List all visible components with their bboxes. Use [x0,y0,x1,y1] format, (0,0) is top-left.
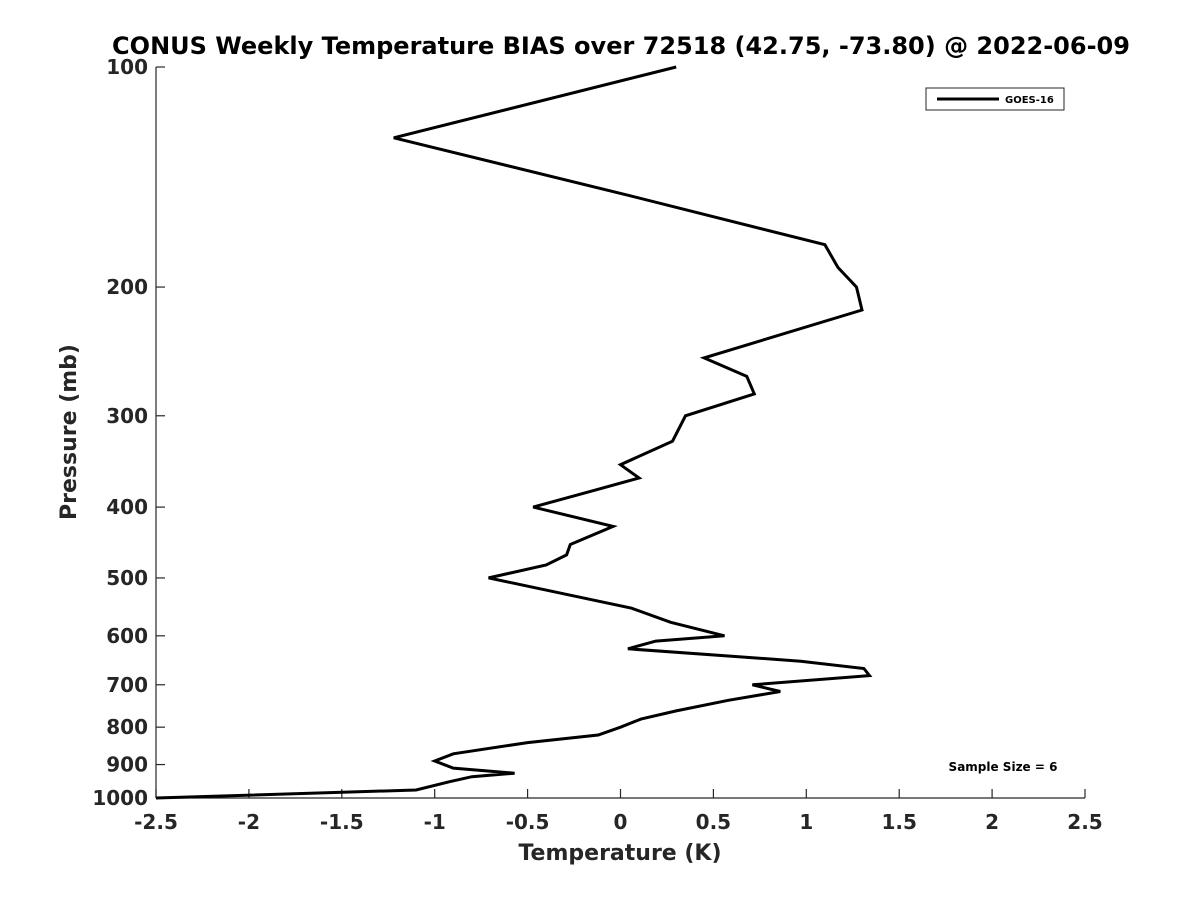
x-tick-label: 0.5 [696,810,731,834]
y-tick-label: 400 [106,495,148,519]
x-tick-label: -2 [238,810,260,834]
x-tick-label: -1.5 [320,810,364,834]
x-tick-label: 0 [614,810,628,834]
series-line-goes-16 [155,65,873,800]
x-tick-label: 2 [985,810,999,834]
x-tick-label: -2.5 [134,810,178,834]
series-layer [155,65,873,800]
y-axis-label: Pressure (mb) [57,344,82,520]
y-tick-label: 700 [106,673,148,697]
x-axis-label: Temperature (K) [518,841,721,866]
x-tick-label: 1 [799,810,813,834]
x-tick-label: -1 [424,810,446,834]
y-tick-label: 100 [106,55,148,79]
x-tick-label: 2.5 [1067,810,1102,834]
x-ticks: -2.5 -2 -1.5 -1 -0.5 0 0.5 1 1.5 2 2.5 [134,789,1103,834]
legend: GOES-16 [925,87,1065,111]
x-tick-label: 1.5 [881,810,916,834]
y-tick-label: 900 [106,753,148,777]
chart-title: CONUS Weekly Temperature BIAS over 72518… [112,32,1130,60]
plot-area [156,67,1085,798]
x-tick-label: -0.5 [506,810,550,834]
y-tick-label: 600 [106,624,148,648]
y-tick-label: 200 [106,275,148,299]
y-tick-label: 800 [106,715,148,739]
y-tick-label: 300 [106,404,148,428]
y-tick-label: 500 [106,566,148,590]
y-tick-label: 1000 [92,786,148,810]
legend-label-goes-16: GOES-16 [1005,95,1054,106]
y-ticks: 100 200 300 400 500 600 700 800 900 1000 [92,55,165,810]
sample-size-annotation: Sample Size = 6 [949,760,1058,774]
